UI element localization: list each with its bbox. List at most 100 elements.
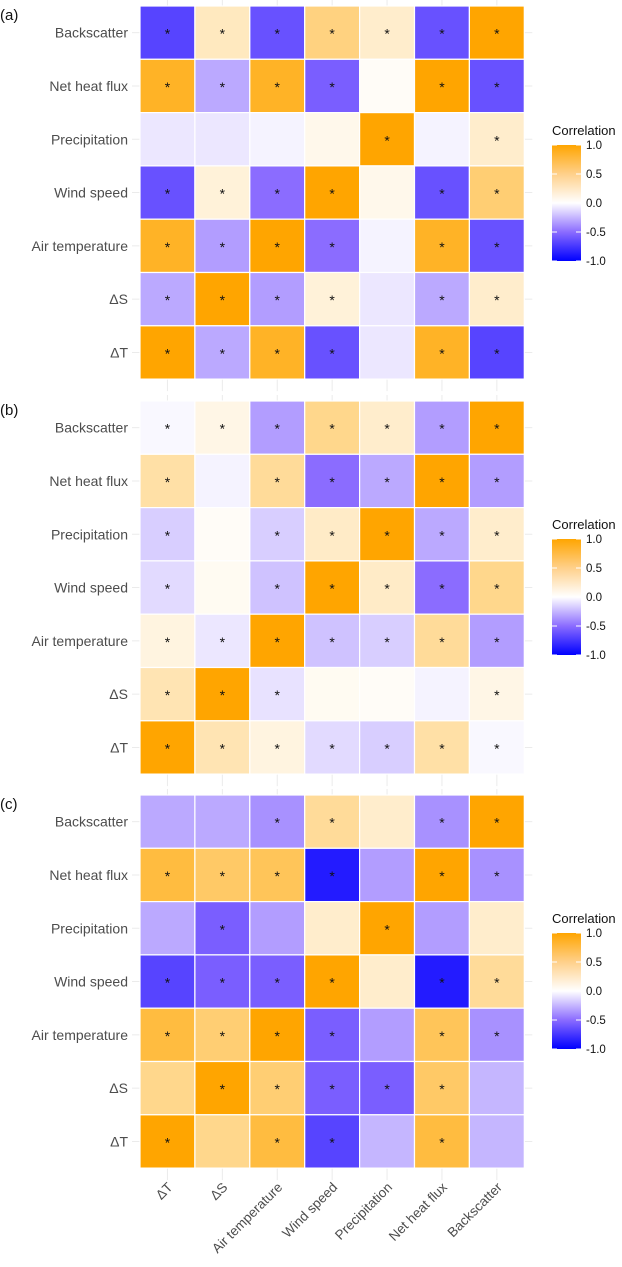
significance-marker: * <box>384 132 390 148</box>
heatmap-cell <box>139 794 196 849</box>
heatmap-cell <box>139 1060 196 1116</box>
y-tick-label: Backscatter <box>55 420 128 436</box>
significance-marker: * <box>494 474 500 490</box>
heatmap-cell <box>468 900 525 956</box>
heatmap-cell <box>139 560 196 615</box>
legend-tick-label: 0.5 <box>586 169 602 181</box>
significance-marker: * <box>275 1134 281 1150</box>
heatmap-cell <box>194 560 251 615</box>
significance-marker: * <box>275 527 281 543</box>
legend-tick-label: 0.5 <box>586 563 602 575</box>
significance-marker: * <box>494 687 500 703</box>
significance-marker: * <box>439 634 445 650</box>
legend-tick-label: -0.5 <box>586 1015 606 1027</box>
heatmap-cell <box>468 847 525 903</box>
heatmap-cell <box>359 58 416 114</box>
significance-marker: * <box>439 421 445 437</box>
heatmap-cell <box>468 5 525 60</box>
heatmap-cell <box>249 218 306 274</box>
heatmap-cell <box>413 720 471 775</box>
significance-marker: * <box>329 975 335 991</box>
heatmap-cell <box>194 1060 251 1116</box>
heatmap-cell <box>194 111 251 167</box>
heatmap-cell <box>413 794 471 849</box>
heatmap-cell <box>359 453 416 509</box>
significance-marker: * <box>439 975 445 991</box>
heatmap-cell <box>249 794 306 849</box>
significance-marker: * <box>384 527 390 543</box>
heatmap-cell <box>468 507 525 562</box>
heatmap-cell <box>304 507 361 562</box>
heatmap-cell <box>194 453 251 509</box>
significance-marker: * <box>220 975 226 991</box>
significance-marker: * <box>329 740 335 756</box>
heatmap-cell <box>359 218 416 274</box>
y-tick-label: Wind speed <box>54 580 128 596</box>
significance-marker: * <box>494 292 500 308</box>
significance-marker: * <box>384 474 390 490</box>
significance-marker: * <box>494 581 500 597</box>
heatmap-cell <box>304 325 361 380</box>
y-tick-label: ΔS <box>109 1080 128 1096</box>
significance-marker: * <box>329 421 335 437</box>
significance-marker: * <box>439 1081 445 1097</box>
x-tick-label: Backscatter <box>444 1179 505 1240</box>
y-tick-label: Backscatter <box>55 814 128 830</box>
heatmap-cell <box>413 613 471 669</box>
heatmap-cell <box>468 165 525 220</box>
heatmap-cell <box>413 111 471 167</box>
legend: Correlation 1.0 0.5 0.0 -0.5 -1.0 <box>552 517 616 662</box>
significance-marker: * <box>439 1134 445 1150</box>
heatmap-cell <box>468 271 525 327</box>
legend-tick-label: -1.0 <box>586 650 606 662</box>
significance-marker: * <box>494 975 500 991</box>
significance-marker: * <box>494 186 500 202</box>
heatmap-cell <box>468 794 525 849</box>
significance-marker: * <box>165 634 171 650</box>
heatmap-cell <box>194 847 251 903</box>
significance-marker: * <box>494 527 500 543</box>
significance-marker: * <box>165 292 171 308</box>
significance-marker: * <box>275 474 281 490</box>
heatmap-cell <box>194 954 251 1009</box>
heatmap-cell <box>359 325 416 380</box>
significance-marker: * <box>220 921 226 937</box>
heatmap-cell <box>304 666 361 722</box>
y-tick-label: Precipitation <box>51 131 128 147</box>
y-tick-label: Wind speed <box>54 974 128 990</box>
heatmap-cell <box>359 666 416 722</box>
panel-label: (b) <box>0 402 18 419</box>
heatmap-cell <box>304 111 361 167</box>
significance-marker: * <box>329 26 335 42</box>
heatmap-cell <box>249 453 306 509</box>
x-tick-label: Wind speed <box>279 1180 340 1241</box>
significance-marker: * <box>329 474 335 490</box>
legend-tick-label: 0.0 <box>586 592 602 604</box>
significance-marker: * <box>275 740 281 756</box>
significance-marker: * <box>220 634 226 650</box>
significance-marker: * <box>165 79 171 95</box>
significance-marker: * <box>329 345 335 361</box>
legend-tick-label: -0.5 <box>586 621 606 633</box>
y-tick-label: Net heat flux <box>49 78 128 94</box>
heatmap-cell <box>413 900 471 956</box>
significance-marker: * <box>220 687 226 703</box>
significance-marker: * <box>384 740 390 756</box>
significance-marker: * <box>329 292 335 308</box>
y-tick-label: ΔS <box>109 686 128 702</box>
significance-marker: * <box>165 868 171 884</box>
significance-marker: * <box>275 1028 281 1044</box>
significance-marker: * <box>384 634 390 650</box>
significance-marker: * <box>275 79 281 95</box>
significance-marker: * <box>165 421 171 437</box>
heatmap-cell <box>139 165 196 220</box>
heatmap-cell <box>359 900 416 956</box>
y-tick-label: Air temperature <box>32 633 129 649</box>
significance-marker: * <box>439 292 445 308</box>
heatmap-cell <box>359 954 416 1009</box>
significance-marker: * <box>220 868 226 884</box>
heatmap-cell <box>359 560 416 615</box>
significance-marker: * <box>275 634 281 650</box>
heatmap-cell <box>413 507 471 562</box>
